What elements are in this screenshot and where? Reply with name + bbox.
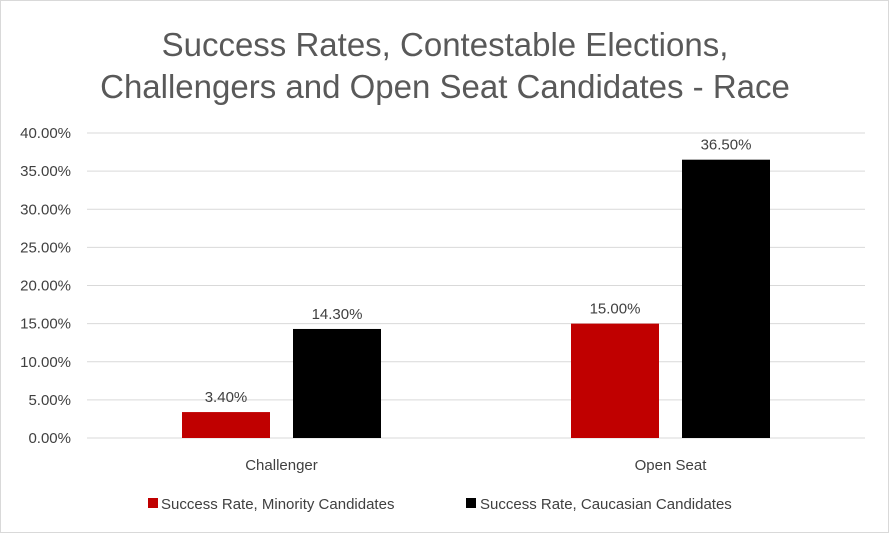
x-axis-categories: Challenger Open Seat <box>245 457 707 474</box>
bar-minority-open-seat <box>571 323 659 438</box>
bars <box>182 159 770 438</box>
data-label: 3.40% <box>205 389 248 406</box>
y-tick-label: 30.00% <box>20 201 71 218</box>
data-label: 15.00% <box>590 301 641 318</box>
chart-title-line-1: Success Rates, Contestable Elections, <box>162 26 729 63</box>
gridlines <box>87 132 865 439</box>
data-labels: 3.40% 14.30% 15.00% 36.50% <box>205 137 752 406</box>
y-tick-label: 5.00% <box>28 392 71 409</box>
data-label: 14.30% <box>312 306 363 323</box>
bar-caucasian-challenger <box>293 328 381 438</box>
y-tick-label: 40.00% <box>20 125 71 142</box>
legend-label: Success Rate, Caucasian Candidates <box>480 496 732 513</box>
bar-minority-challenger <box>182 412 270 438</box>
data-label: 36.50% <box>701 137 752 154</box>
y-tick-label: 15.00% <box>20 316 71 333</box>
legend: Success Rate, Minority Candidates Success… <box>148 496 732 513</box>
y-tick-label: 10.00% <box>20 354 71 371</box>
chart-title-line-2: Challengers and Open Seat Candidates - R… <box>100 68 790 105</box>
y-tick-label: 0.00% <box>28 430 71 447</box>
legend-swatch <box>466 498 476 508</box>
x-category-label: Challenger <box>245 457 318 474</box>
legend-label: Success Rate, Minority Candidates <box>161 496 394 513</box>
legend-swatch <box>148 498 158 508</box>
bar-caucasian-open-seat <box>682 159 770 438</box>
x-category-label: Open Seat <box>635 457 708 474</box>
y-tick-label: 35.00% <box>20 163 71 180</box>
y-tick-label: 25.00% <box>20 239 71 256</box>
y-tick-label: 20.00% <box>20 278 71 295</box>
y-axis-ticks: 0.00% 5.00% 10.00% 15.00% 20.00% 25.00% 30.00%… <box>20 125 71 447</box>
